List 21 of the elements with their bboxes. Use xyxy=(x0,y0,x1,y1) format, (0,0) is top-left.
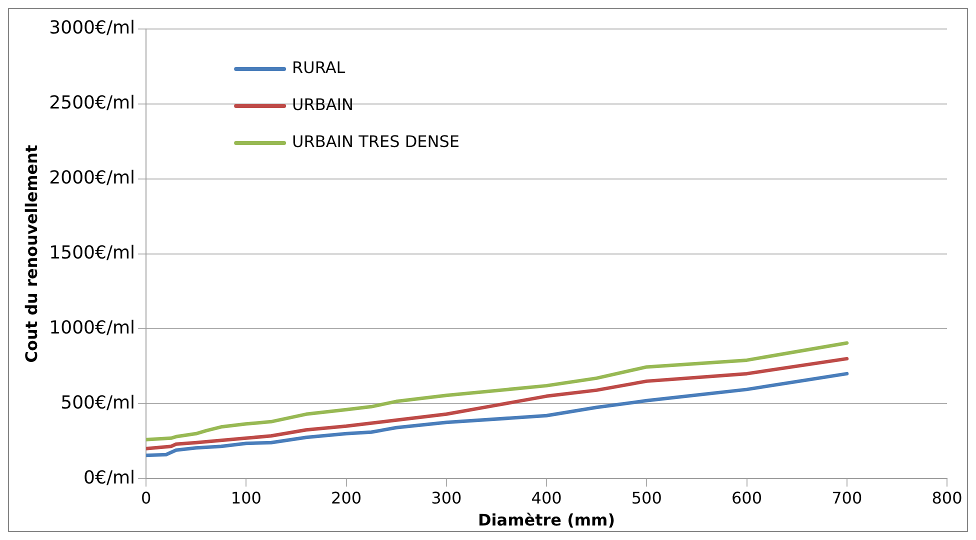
legend-label: URBAIN xyxy=(292,95,354,114)
x-tick-label: 500 xyxy=(631,488,662,508)
y-axis-title: Cout du renouvellement xyxy=(22,144,41,363)
y-tick-label: 2000€/ml xyxy=(49,168,136,189)
y-tick-label: 1000€/ml xyxy=(49,317,136,338)
x-axis-title: Diamètre (mm) xyxy=(478,510,616,530)
legend-label: RURAL xyxy=(292,58,346,78)
x-tick-label: 300 xyxy=(431,488,462,508)
y-tick-label: 0€/ml xyxy=(84,467,136,488)
x-tick-label: 700 xyxy=(832,488,862,508)
y-tick-label: 1500€/ml xyxy=(49,242,136,264)
x-tick-label: 200 xyxy=(331,488,362,508)
x-tick-label: 600 xyxy=(731,488,762,508)
y-tick-label: 2500€/ml xyxy=(49,92,136,114)
y-tick-label: 3000€/ml xyxy=(49,18,136,39)
x-tick-label: 800 xyxy=(932,488,962,508)
x-tick-label: 400 xyxy=(531,488,562,508)
x-tick-label: 0 xyxy=(140,488,152,508)
legend-label: URBAIN TRES DENSE xyxy=(292,132,460,152)
y-tick-label: 500€/ml xyxy=(60,392,136,414)
x-tick-label: 100 xyxy=(230,488,262,508)
